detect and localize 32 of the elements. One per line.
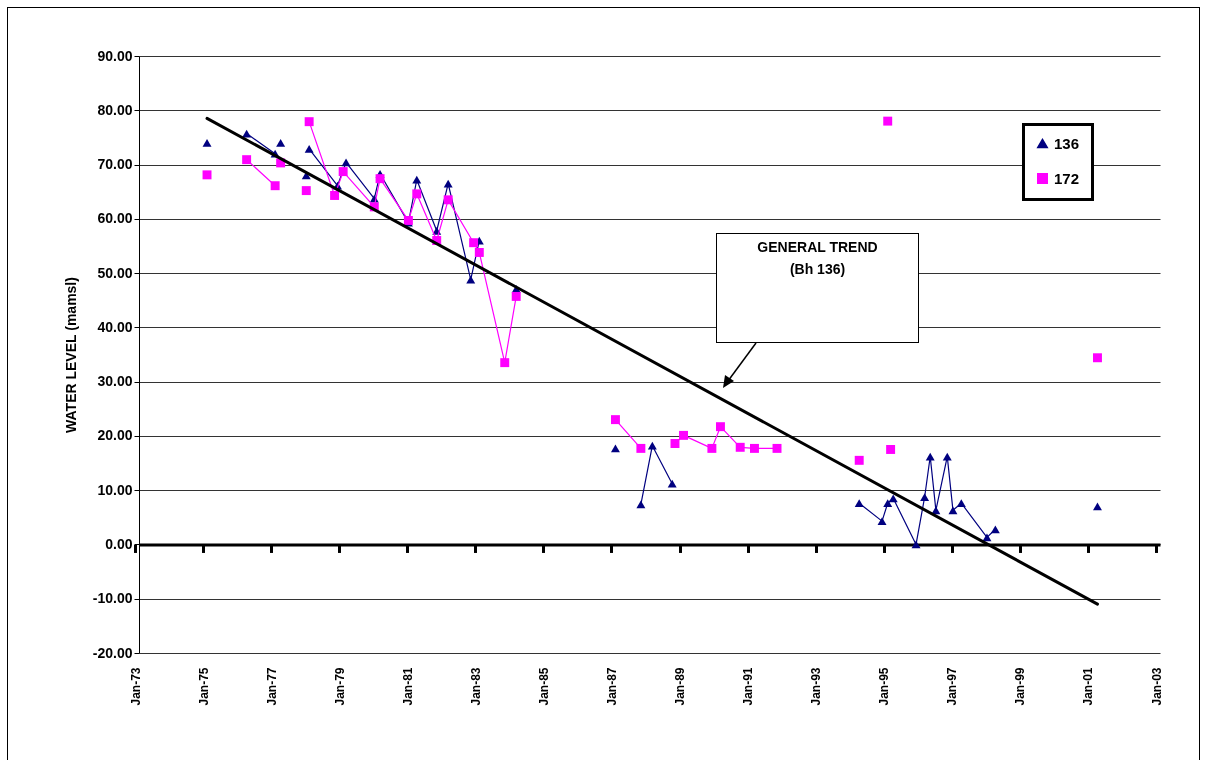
x-tick-label: Jan-79 (332, 667, 347, 706)
x-tick-label: Jan-01 (1081, 667, 1096, 706)
y-tick-label: 80.00 (97, 101, 133, 118)
x-tick-label: Jan-73 (128, 667, 143, 706)
x-tick-label: Jan-97 (945, 667, 960, 706)
x-tick-label: Jan-89 (673, 667, 688, 706)
y-tick-label: 50.00 (97, 264, 133, 281)
y-tick-label: 40.00 (97, 318, 133, 335)
x-tick-label: Jan-85 (536, 667, 551, 706)
y-tick-label: 0.00 (105, 535, 133, 552)
y-axis-title: WATER LEVEL (mamsl) (62, 277, 79, 433)
x-tick-label: Jan-95 (877, 667, 892, 706)
legend-label: 172 (1054, 169, 1080, 187)
y-tick-label: 70.00 (97, 156, 133, 173)
x-tick-label: Jan-99 (1013, 667, 1028, 706)
x-tick-label: Jan-03 (1149, 667, 1164, 706)
y-tick-label: 60.00 (97, 210, 133, 227)
callout-box: GENERAL TREND (Bh 136) (716, 233, 919, 343)
y-tick-label: 20.00 (97, 427, 133, 444)
x-tick-label: Jan-93 (809, 667, 824, 706)
x-tick-label: Jan-77 (264, 667, 279, 706)
y-tick-label: 90.00 (97, 47, 133, 64)
x-tick-label: Jan-87 (604, 667, 619, 706)
legend-label: 136 (1054, 134, 1080, 152)
x-tick-label: Jan-81 (400, 667, 415, 706)
y-tick-label: 10.00 (97, 481, 133, 498)
x-tick-label: Jan-83 (468, 667, 483, 706)
x-tick-label: Jan-75 (196, 667, 211, 706)
x-tick-label: Jan-91 (741, 667, 756, 706)
y-tick-label: 30.00 (97, 373, 133, 390)
y-tick-label: -20.00 (92, 644, 133, 661)
y-tick-label: -10.00 (92, 590, 133, 607)
